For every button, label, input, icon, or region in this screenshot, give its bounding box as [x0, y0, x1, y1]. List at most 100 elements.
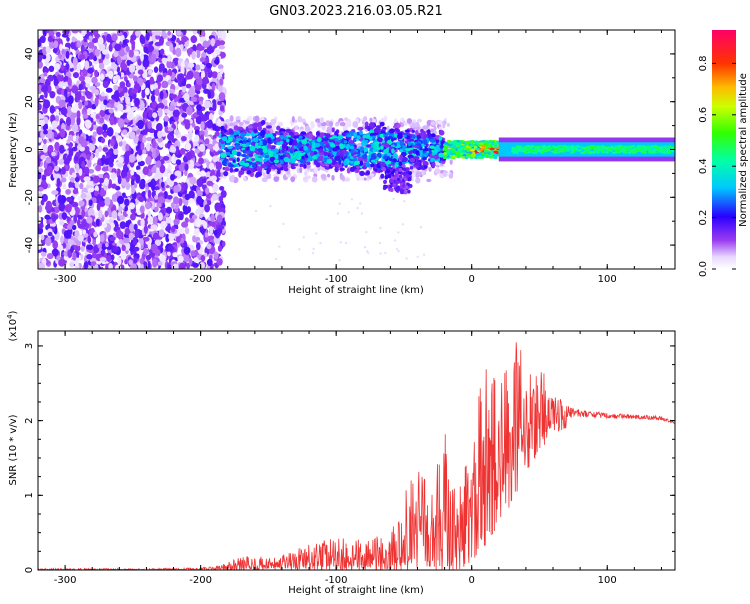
- spectrogram-cell: [313, 150, 317, 154]
- spectrogram-cell: [93, 89, 100, 96]
- spectrogram-cell: [158, 63, 165, 72]
- spectrogram-cell: [165, 75, 171, 80]
- spectrogram-cell: [338, 259, 341, 262]
- spectrogram-cell: [98, 43, 106, 51]
- spectrogram-cell: [41, 85, 49, 93]
- spectrogram-cell: [357, 156, 364, 162]
- spectrogram-cell: [134, 97, 140, 107]
- spectrogram-cell: [190, 96, 197, 103]
- spectrogram-cell: [92, 175, 100, 184]
- spectrogram-cell: [371, 159, 376, 163]
- spectrogram-cell: [204, 204, 211, 213]
- spectrogram-cell: [255, 161, 261, 165]
- spectrogram-cell: [251, 163, 256, 169]
- spectrogram-cell: [45, 237, 52, 247]
- spectrogram-cell: [446, 122, 450, 127]
- spectrogram-cell: [51, 214, 57, 223]
- spectrogram-cell: [138, 150, 142, 156]
- spectrogram-cell: [257, 167, 262, 173]
- spectrogram-cell: [224, 124, 228, 130]
- spectrogram-cell: [383, 149, 389, 154]
- spectrogram-cell: [99, 257, 107, 262]
- spectrogram-cell: [200, 121, 205, 131]
- spectrogram-cell: [363, 139, 369, 143]
- spectrogram-cell: [131, 126, 139, 132]
- spectrogram-cell: [88, 143, 96, 152]
- spectrogram-cell: [55, 108, 60, 116]
- spectrogram-cell: [394, 239, 397, 242]
- spectrogram-cell: [316, 137, 322, 143]
- spectrogram-cell: [94, 69, 99, 78]
- spectrogram-cell: [41, 193, 48, 202]
- spectrogram-cell: [338, 150, 345, 155]
- spectrogram-cell: [81, 208, 85, 219]
- spectrogram-cell: [179, 44, 184, 50]
- spectrogram-cell: [162, 99, 168, 105]
- spectrogram-cell: [369, 163, 375, 168]
- spectrogram-cell: [154, 31, 162, 36]
- spectrogram-cell: [53, 206, 60, 214]
- spectrogram-cell: [47, 144, 54, 153]
- spectrogram-cell: [126, 112, 134, 121]
- spectrogram-cell: [409, 157, 416, 163]
- spectrogram-cell: [86, 77, 92, 84]
- spectrogram-cell: [167, 79, 173, 85]
- spectrogram-cell: [389, 179, 394, 184]
- spectrogram-cell: [111, 183, 117, 189]
- spectrogram-cell: [38, 223, 44, 229]
- spectrogram-cell: [99, 73, 105, 81]
- spectrogram-cell: [131, 184, 136, 195]
- spectrogram-cell: [83, 106, 87, 112]
- spectrogram-cell: [252, 137, 259, 143]
- spectrogram-cell: [75, 176, 80, 183]
- spectrogram-cell: [339, 241, 342, 244]
- spectrogram-cell: [78, 168, 83, 177]
- spectrogram-cell: [397, 231, 400, 234]
- spectrogram-cell: [42, 54, 47, 60]
- spectrogram-cell: [228, 129, 234, 135]
- spectrogram-cell: [40, 154, 46, 160]
- spectrogram-cell: [117, 195, 124, 205]
- spectrogram-cell: [273, 176, 280, 182]
- spectrogram-cell: [434, 148, 438, 153]
- spectrogram-cell: [269, 204, 272, 208]
- spectrogram-cell: [76, 63, 81, 71]
- spectrogram-cell: [67, 95, 74, 105]
- spectrogram-cell: [42, 217, 47, 227]
- spectrogram-cell: [119, 238, 123, 244]
- spectrogram-cell: [396, 185, 400, 190]
- spectrogram-cell: [211, 71, 218, 79]
- spectrogram-cell: [116, 66, 121, 73]
- spectrogram-cell: [354, 169, 360, 173]
- spectrogram-cell: [399, 140, 404, 147]
- spectrogram-cell: [49, 105, 55, 114]
- spectrogram-cell: [365, 170, 371, 176]
- spectrogram-cell: [285, 152, 290, 156]
- spectrogram-cell: [315, 232, 318, 235]
- spectrogram-cell: [128, 154, 136, 163]
- spectrogram-cell: [105, 242, 109, 248]
- spectrogram-cell: [194, 134, 200, 143]
- spectrogram-cell: [404, 148, 411, 152]
- spectrogram-cell: [71, 36, 76, 43]
- spectrogram-cell: [60, 107, 68, 116]
- spectrogram-cell: [184, 193, 191, 201]
- spectrogram-cell: [403, 200, 406, 203]
- spectrogram-cell: [109, 116, 115, 126]
- spectrogram-cell: [347, 211, 350, 214]
- spectrogram-cell: [236, 151, 241, 157]
- spectrogram-cell: [95, 148, 99, 158]
- spectrogram-cell: [114, 43, 122, 52]
- spectrogram-cell: [206, 243, 212, 250]
- spectrogram-cell: [350, 148, 354, 155]
- spectrogram-cell: [202, 40, 209, 49]
- spectrogram-cell: [54, 141, 60, 151]
- spectrogram-cell: [47, 74, 54, 82]
- spectrogram-cell: [108, 108, 114, 114]
- spectrogram-cell: [231, 149, 237, 156]
- spectrogram-cell: [243, 176, 247, 182]
- spectrogram-cell: [386, 169, 390, 174]
- spectrogram-cell: [53, 40, 59, 49]
- spectrogram-cell: [320, 162, 326, 167]
- spectrogram-cell: [38, 103, 42, 111]
